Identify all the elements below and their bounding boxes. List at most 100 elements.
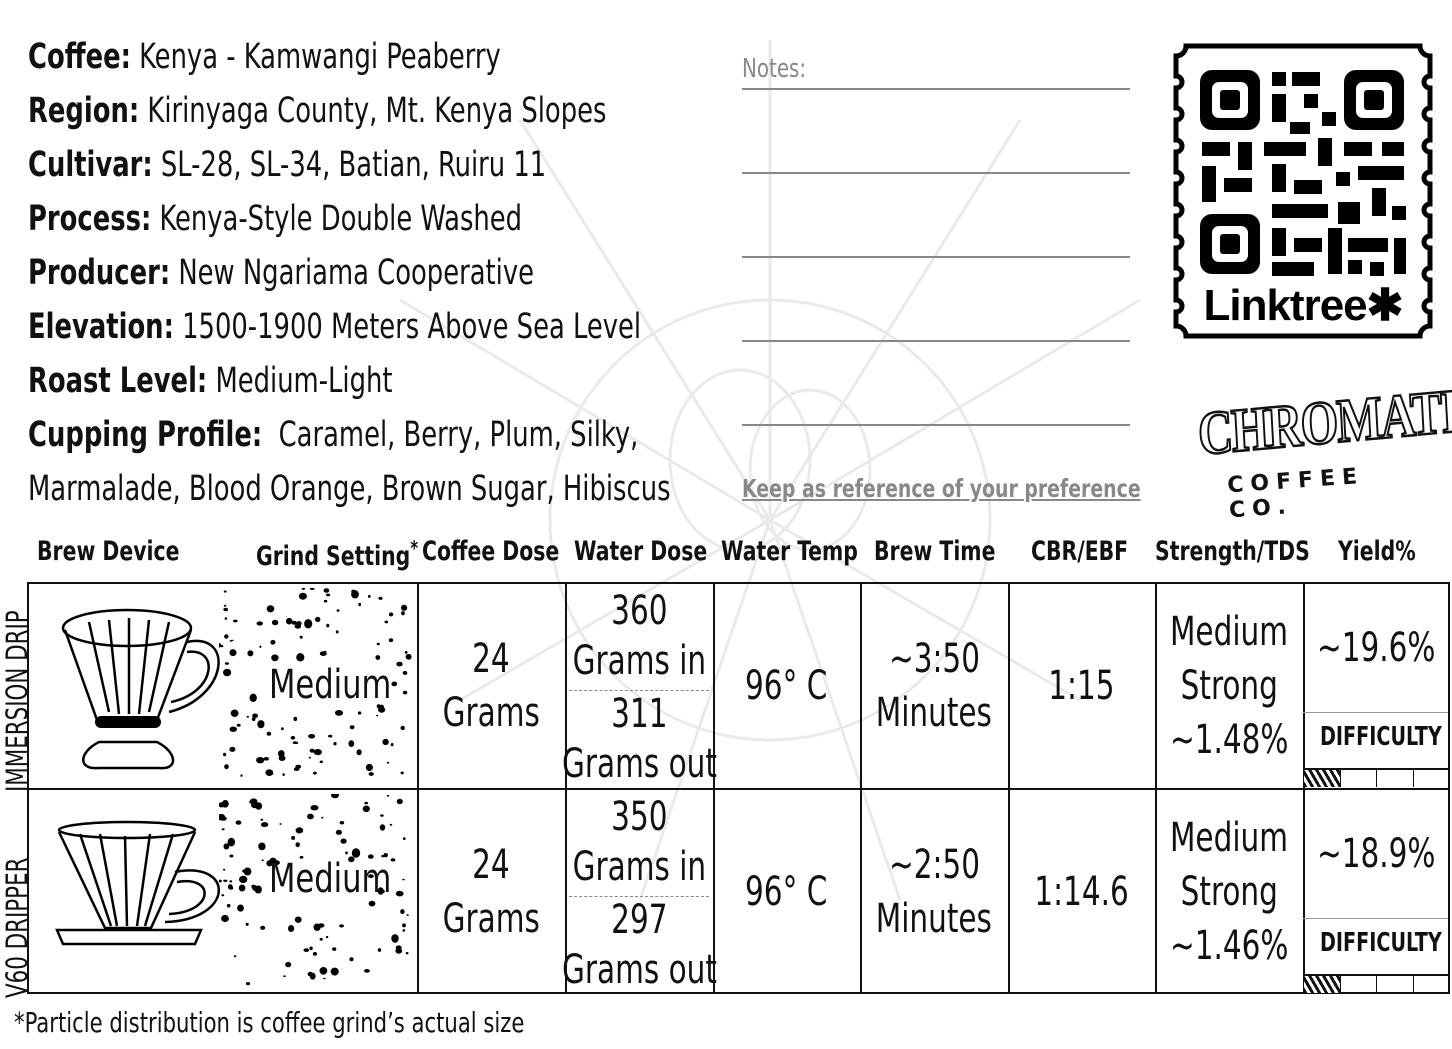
grind-particle [251,717,256,722]
grind-particle [401,604,408,611]
grind-particle [368,900,376,907]
grind-particle [401,611,405,616]
difficulty-segment-empty [1376,976,1413,993]
grind-particle [256,757,265,764]
grind-particle [293,767,300,771]
grind-particle [315,616,321,622]
grind-particle [288,925,295,932]
grind-particle [298,592,307,600]
grind-particle [295,842,300,848]
grind-particle [223,604,227,607]
grind-particle [405,952,409,955]
header-cbr-ebf: CBR/EBF [1031,536,1129,567]
grind-particle [365,763,373,772]
grind-particle [245,982,251,986]
info-coffee: Coffee: Kenya - Kamwangi Peaberry [28,37,501,77]
grind-particle [307,971,313,977]
header-yield: Yield% [1338,536,1416,567]
grind-particle [238,884,246,892]
grind-particle [236,723,241,727]
grind-particle [223,879,228,882]
grind-particle [303,948,310,952]
grind-particles-medium [219,588,412,777]
grind-particle [266,731,272,736]
grind-particle [348,740,355,747]
grind-particle [390,858,396,862]
grind-particle [271,772,274,775]
note-line[interactable] [742,340,1130,342]
grind-particle [368,874,374,879]
grind-particle [223,752,227,757]
grind-particle [335,829,342,835]
water-temp: 96° C [745,663,828,709]
grind-particle [271,654,279,662]
grind-particle [312,952,317,956]
grind-particle [381,854,385,858]
grind-particle [319,760,323,764]
grind-particle [321,816,324,819]
grind-particle [405,653,412,660]
grind-particle [231,639,234,642]
grind-particle [400,771,404,775]
grind-particle [404,651,408,654]
note-line[interactable] [742,256,1130,258]
grind-particle [308,756,311,759]
grind-particle [247,650,254,657]
grind-particle [237,904,244,912]
grind-particle [326,623,330,628]
grind-particle [271,619,279,626]
grind-particle [383,853,388,858]
grind-particle [223,590,227,593]
grind-particle [380,814,384,817]
difficulty-meter [1303,974,1449,993]
grind-particle [278,750,285,758]
grind-particle [226,903,231,908]
grind-particle [219,879,222,883]
grind-particle [325,935,329,939]
grind-particle [294,623,302,629]
footnote: *Particle distribution is coffee grind’s… [14,1006,525,1039]
note-line[interactable] [742,88,1130,90]
difficulty-segment-empty [1412,770,1450,787]
qr-code[interactable] [1172,42,1434,346]
info-cultivar: Cultivar: SL-28, SL-34, Batian, Ruiru 11 [28,145,547,185]
grind-particle [245,922,249,926]
difficulty-segment-filled [1303,976,1340,993]
info-producer: Producer: New Ngariama Cooperative [28,253,534,293]
grind-particle [282,773,285,776]
grind-particle [235,820,242,825]
grind-particle [348,856,355,863]
grind-particle [239,875,248,884]
grind-particle [384,620,389,624]
grind-particle [376,714,379,717]
grind-particle [229,726,237,732]
grind-particle [224,634,229,639]
grind-particle [403,837,406,840]
grind-particle [285,617,293,625]
grind-particle [323,599,328,603]
grind-particle [402,878,405,881]
grind-particle [224,662,229,665]
grind-particle [263,757,269,761]
grind-particle [378,596,383,600]
grind-particle [229,746,236,752]
grind-particle [291,836,294,839]
grind-particle [395,945,402,950]
grind-setting: Medium [269,856,392,902]
grind-particle [293,716,298,722]
grind-particle [223,868,226,871]
grind-particle [291,620,297,625]
grind-particle [281,727,284,731]
grind-particle [377,887,384,895]
water-temp: 96° C [745,869,828,915]
coffee-info: Coffee: Kenya - Kamwangi Peaberry Region… [28,30,728,516]
linktree-brand: Linktree✱ [1203,281,1403,330]
grind-particle [336,609,340,612]
note-line[interactable] [742,172,1130,174]
note-line[interactable] [742,424,1130,426]
grind-particle [224,764,229,770]
info-elevation: Elevation: 1500-1900 Meters Above Sea Le… [28,307,642,347]
grind-particle [266,605,275,613]
grind-particle [382,738,389,746]
grind-particle [332,947,337,951]
